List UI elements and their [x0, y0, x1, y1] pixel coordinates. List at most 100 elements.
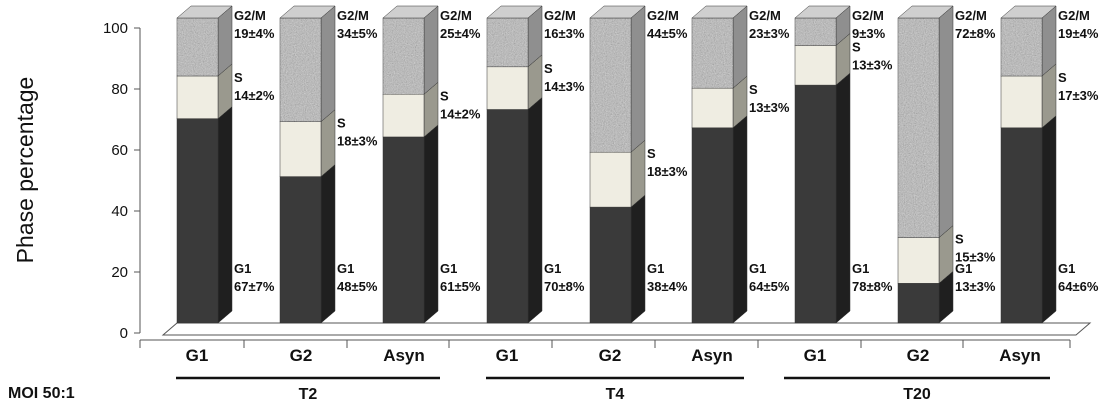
- data-label-value: 64±5%: [749, 279, 790, 294]
- data-label-phase: G1: [852, 261, 869, 276]
- category-label: G2: [907, 346, 930, 365]
- bar-segment-side: [630, 5, 646, 153]
- bar-segment-side: [630, 194, 646, 324]
- chart-floor: [161, 322, 1092, 336]
- data-label-phase: G1: [647, 261, 664, 276]
- category-label: G1: [186, 346, 209, 365]
- bar-top-face: [589, 5, 646, 19]
- category-label: G2: [290, 346, 313, 365]
- data-label-value: 14±3%: [544, 79, 585, 94]
- data-label-value: 64±6%: [1058, 279, 1099, 294]
- group-label: T4: [606, 386, 625, 403]
- y-axis-label: Phase percentage: [12, 77, 38, 264]
- data-label-value: 13±3%: [955, 279, 996, 294]
- data-label-phase: S: [440, 88, 449, 103]
- bar-segment: [691, 87, 734, 129]
- y-axis: 0 20 40 60 80 100: [103, 20, 141, 342]
- data-label-phase: G2/M: [544, 8, 576, 23]
- data-labels: G1 67±7% S 14±2% G2/M 19±4% G1 48±5% S 18±3% G2/M 3…: [234, 8, 1099, 294]
- bar-segment-texture: [590, 18, 631, 153]
- bar-segment-texture: [177, 18, 218, 76]
- bar-segment-side: [732, 5, 748, 89]
- bar-top-face: [382, 5, 439, 19]
- bar-segment-texture: [795, 18, 836, 46]
- data-label-phase: G1: [1058, 261, 1075, 276]
- data-label-value: 9±3%: [852, 26, 886, 41]
- data-label-value: 38±4%: [647, 279, 688, 294]
- x-axis: G1 G2 Asyn G1 G2 Asyn G1 G2 Asyn T2 T4 T20: [139, 339, 1071, 403]
- bar-segment: [486, 109, 529, 324]
- bar-segment: [589, 206, 632, 324]
- bar-segment-side: [1041, 115, 1057, 324]
- bar-segment: [691, 127, 734, 324]
- bar-segment-side: [320, 5, 336, 123]
- bar-segment-texture: [1001, 18, 1042, 76]
- category-label: G2: [599, 346, 622, 365]
- data-label-phase: G1: [955, 261, 972, 276]
- bar-segment-side: [423, 124, 439, 324]
- y-tick-label: 0: [120, 325, 128, 342]
- bar-segment: [279, 121, 322, 177]
- bar-segment: [589, 151, 632, 208]
- data-label-phase: S: [955, 232, 964, 247]
- bar-segment: [897, 237, 940, 284]
- data-label-phase: G1: [234, 261, 251, 276]
- data-label-phase: G1: [749, 261, 766, 276]
- data-label-value: 18±3%: [337, 134, 378, 149]
- bar-top-face: [1000, 5, 1057, 19]
- data-label-phase: S: [544, 61, 553, 76]
- data-label-value: 72±8%: [955, 26, 996, 41]
- data-label-phase: G2/M: [440, 8, 472, 23]
- bar-segment-texture: [383, 18, 424, 95]
- data-label-phase: S: [337, 116, 346, 131]
- y-tick-label: 40: [111, 203, 128, 220]
- floor-plane: [161, 322, 1092, 336]
- data-label-value: 16±3%: [544, 26, 585, 41]
- category-label: Asyn: [383, 346, 425, 365]
- data-label-value: 61±5%: [440, 279, 481, 294]
- data-label-phase: S: [852, 39, 861, 54]
- data-label-value: 18±3%: [647, 164, 688, 179]
- bar-top-face: [486, 5, 543, 19]
- bar-segment-texture: [487, 18, 528, 67]
- bar-segment-side: [423, 5, 439, 95]
- data-label-phase: G2/M: [955, 8, 987, 23]
- data-label-value: 48±5%: [337, 279, 378, 294]
- data-label-phase: S: [647, 146, 656, 161]
- data-label-value: 23±3%: [749, 26, 790, 41]
- group-label: T20: [903, 386, 931, 403]
- bar-segment-side: [938, 5, 954, 239]
- data-label-value: 19±4%: [234, 26, 275, 41]
- bar-segment: [486, 66, 529, 110]
- bar-segment: [1000, 127, 1043, 324]
- data-label-value: 13±3%: [852, 57, 893, 72]
- bar-top-face: [794, 5, 851, 19]
- bar-segment: [1000, 75, 1043, 129]
- data-label-value: 78±8%: [852, 279, 893, 294]
- y-tick-label: 80: [111, 81, 128, 98]
- data-label-value: 44±5%: [647, 26, 688, 41]
- bar-segment-texture: [280, 18, 321, 122]
- data-label-value: 67±7%: [234, 279, 275, 294]
- bar-segment: [176, 75, 219, 119]
- bar-segment: [279, 176, 322, 324]
- bar-top-face: [279, 5, 336, 19]
- y-tick-label: 20: [111, 264, 128, 281]
- bars: [176, 5, 1057, 324]
- bar-top-face: [691, 5, 748, 19]
- bar-segment: [176, 118, 219, 324]
- data-label-phase: G2/M: [647, 8, 679, 23]
- data-label-phase: G1: [337, 261, 354, 276]
- data-label-phase: G2/M: [234, 8, 266, 23]
- data-label-phase: G2/M: [749, 8, 781, 23]
- data-label-phase: G1: [440, 261, 457, 276]
- data-label-value: 14±2%: [234, 88, 275, 103]
- bar-segment: [382, 136, 425, 324]
- data-label-value: 13±3%: [749, 100, 790, 115]
- category-label: Asyn: [691, 346, 733, 365]
- bar-segment-side: [527, 96, 543, 324]
- data-label-phase: G2/M: [852, 8, 884, 23]
- bar-segment: [382, 94, 425, 138]
- y-tick-label: 60: [111, 142, 128, 159]
